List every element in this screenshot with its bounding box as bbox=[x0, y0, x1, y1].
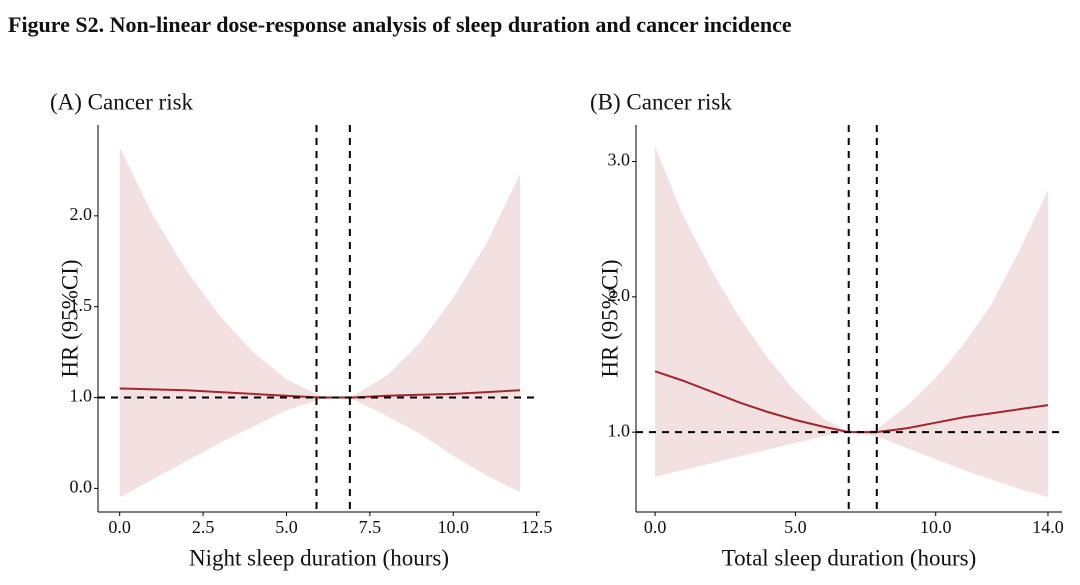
x-axis-label: Night sleep duration (hours) bbox=[189, 545, 449, 570]
panel-title: (A) Cancer risk bbox=[50, 89, 194, 114]
y-tick-label: 3.0 bbox=[608, 150, 631, 170]
y-axis-label: HR (95%CI) bbox=[597, 259, 622, 377]
y-tick-label: 1.5 bbox=[70, 295, 93, 315]
ci-band bbox=[119, 146, 520, 498]
panel-title: (B) Cancer risk bbox=[590, 89, 732, 114]
x-tick-label: 2.5 bbox=[192, 517, 215, 537]
x-tick-label: 12.5 bbox=[521, 517, 553, 537]
x-axis-label: Total sleep duration (hours) bbox=[722, 545, 977, 570]
x-tick-label: 5.0 bbox=[275, 517, 298, 537]
y-axis-label: HR (95%CI) bbox=[57, 259, 82, 377]
y-tick-label: 1.0 bbox=[70, 386, 93, 406]
x-tick-label: 5.0 bbox=[784, 517, 807, 537]
y-tick-label: 0.0 bbox=[70, 477, 93, 497]
hr-curve bbox=[119, 387, 521, 399]
y-tick-label: 2.0 bbox=[70, 204, 93, 224]
x-tick-label: 0.0 bbox=[108, 517, 131, 537]
figure-title: Figure S2. Non-linear dose-response anal… bbox=[8, 12, 792, 37]
y-tick-label: 1.0 bbox=[608, 420, 631, 440]
x-tick-label: 0.0 bbox=[644, 517, 667, 537]
x-tick-label: 10.0 bbox=[438, 517, 470, 537]
ci-band bbox=[655, 146, 1048, 498]
x-tick-label: 7.5 bbox=[359, 517, 382, 537]
x-tick-label: 10.0 bbox=[920, 517, 952, 537]
y-tick-label: 2.0 bbox=[608, 285, 631, 305]
x-tick-label: 14.0 bbox=[1032, 517, 1064, 537]
